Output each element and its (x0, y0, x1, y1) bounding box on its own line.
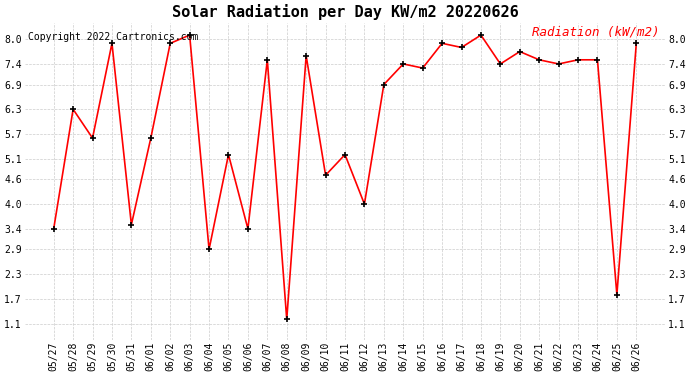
Text: Copyright 2022 Cartronics.com: Copyright 2022 Cartronics.com (28, 32, 198, 42)
Text: Radiation (kW/m2): Radiation (kW/m2) (531, 26, 659, 39)
Title: Solar Radiation per Day KW/m2 20220626: Solar Radiation per Day KW/m2 20220626 (172, 4, 518, 20)
